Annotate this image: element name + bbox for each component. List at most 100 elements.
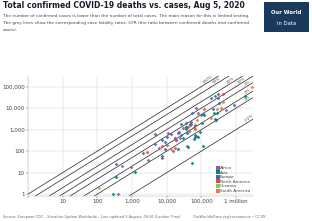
Point — [208, 116, 213, 120]
Point — [194, 107, 199, 110]
Point — [214, 111, 219, 115]
Point — [164, 135, 169, 139]
Point — [175, 131, 180, 134]
Point — [202, 114, 207, 117]
Point — [193, 133, 198, 137]
Point — [221, 92, 226, 95]
Text: Our World: Our World — [271, 10, 301, 15]
Point — [132, 170, 137, 173]
Point — [199, 121, 204, 125]
Point — [189, 162, 194, 165]
Text: 20%: 20% — [226, 76, 236, 85]
Legend: Africa, Asia, Europe, North America, Oceania, South America: Africa, Asia, Europe, North America, Oce… — [217, 166, 251, 194]
Point — [184, 131, 189, 134]
Point — [186, 145, 191, 149]
Point — [172, 137, 177, 140]
Point — [201, 112, 206, 116]
Text: The grey lines show the corresponding case fatality rates, CFR (the ratio betwee: The grey lines show the corresponding ca… — [3, 21, 249, 25]
Point — [188, 120, 193, 123]
Point — [215, 97, 220, 100]
Point — [172, 137, 177, 140]
Text: The number of confirmed cases is lower than the number of total cases. The main : The number of confirmed cases is lower t… — [3, 14, 250, 18]
Point — [201, 107, 206, 111]
Point — [212, 111, 217, 115]
Point — [212, 117, 217, 121]
Point — [195, 135, 200, 139]
Point — [221, 100, 226, 103]
Point — [175, 147, 180, 151]
Point — [197, 130, 202, 133]
Point — [214, 107, 219, 110]
Point — [160, 145, 165, 148]
Point — [181, 136, 186, 139]
Point — [194, 134, 199, 137]
Text: 1%: 1% — [244, 94, 252, 101]
Point — [152, 143, 157, 146]
Point — [178, 134, 183, 137]
Point — [193, 124, 197, 127]
Point — [172, 146, 177, 149]
Point — [178, 137, 183, 140]
Text: Total confirmed COVID-19 deaths vs. cases, Aug 5, 2020: Total confirmed COVID-19 deaths vs. case… — [3, 1, 245, 10]
Point — [152, 133, 157, 136]
Point — [189, 123, 194, 126]
Text: 10%: 10% — [236, 76, 246, 85]
Point — [169, 147, 174, 150]
Point — [193, 135, 197, 139]
Point — [164, 143, 169, 146]
Point — [214, 118, 219, 122]
Point — [177, 131, 182, 134]
Point — [160, 138, 165, 142]
Point — [216, 92, 221, 95]
Point — [169, 132, 174, 136]
Point — [96, 186, 101, 189]
Text: Source: European CDC – Situation Update Worldwide – Last updated 5 August, 09:36: Source: European CDC – Situation Update … — [3, 215, 181, 219]
Point — [184, 126, 189, 129]
Point — [194, 118, 199, 122]
Point — [183, 125, 188, 128]
Point — [186, 129, 191, 133]
Point — [181, 126, 186, 130]
Point — [186, 125, 191, 129]
Point — [159, 156, 164, 160]
Point — [218, 107, 223, 110]
Point — [198, 113, 203, 116]
Point — [111, 192, 116, 196]
Point — [196, 111, 201, 115]
Text: 5%: 5% — [244, 79, 252, 86]
Text: cases).: cases). — [3, 28, 18, 32]
Text: 100%: 100% — [202, 74, 213, 85]
Point — [243, 94, 248, 97]
Point — [232, 103, 236, 107]
Text: OurWorldInData.org/coronavirus • CC BY: OurWorldInData.org/coronavirus • CC BY — [193, 215, 266, 219]
Point — [160, 154, 165, 157]
Point — [128, 165, 133, 169]
Point — [183, 121, 188, 125]
Point — [187, 123, 192, 126]
Text: 50%: 50% — [212, 76, 222, 85]
Point — [170, 149, 175, 153]
Point — [145, 158, 150, 161]
Point — [113, 163, 118, 166]
Point — [190, 111, 195, 114]
Point — [141, 151, 146, 155]
Point — [224, 108, 229, 111]
Point — [174, 139, 179, 142]
Point — [216, 101, 221, 105]
Point — [163, 141, 168, 144]
Point — [257, 81, 262, 84]
Point — [184, 144, 189, 147]
Point — [163, 147, 168, 151]
Point — [200, 145, 205, 148]
Point — [116, 192, 121, 196]
Point — [173, 139, 178, 142]
Text: 2%: 2% — [244, 88, 252, 95]
Text: in Data: in Data — [277, 21, 296, 26]
Point — [144, 151, 149, 154]
Point — [119, 164, 124, 167]
Point — [208, 96, 213, 99]
Point — [166, 131, 171, 135]
Point — [191, 138, 196, 141]
Point — [192, 125, 197, 128]
Text: 0.1%: 0.1% — [244, 114, 255, 123]
